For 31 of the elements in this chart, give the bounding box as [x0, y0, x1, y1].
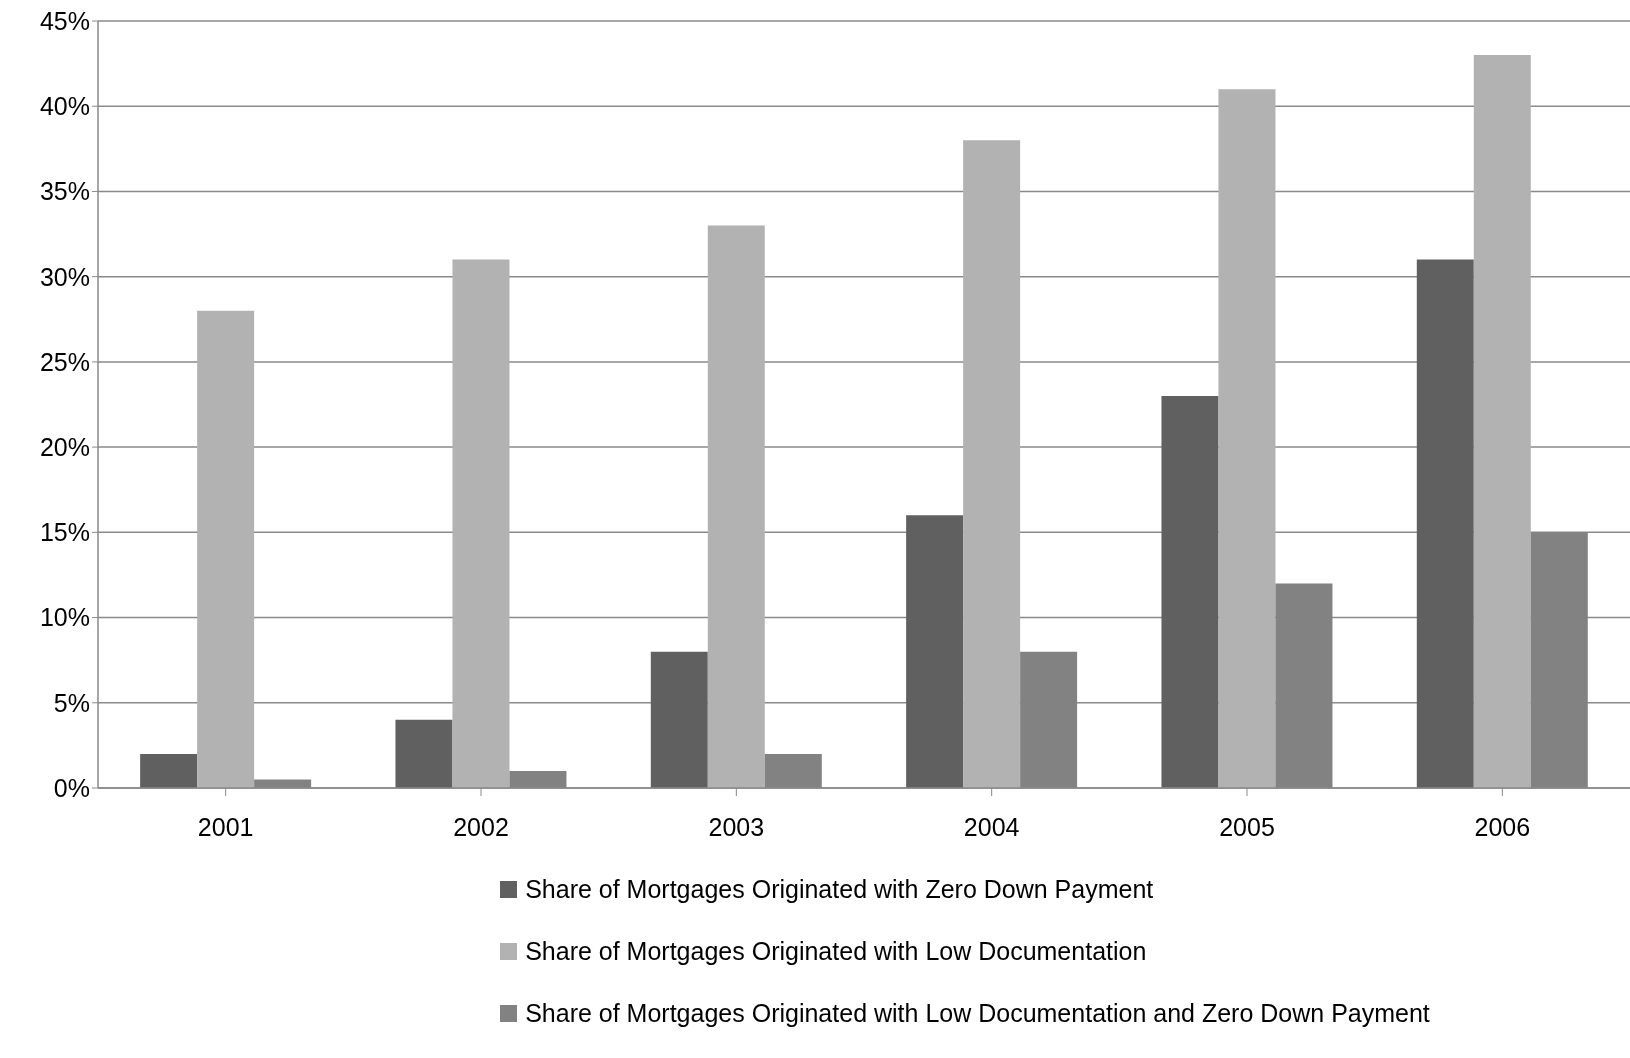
x-tick-label: 2004 — [963, 812, 1020, 841]
legend-label: Share of Mortgages Originated with Zero Down Payment — [525, 874, 1154, 904]
bar — [650, 651, 708, 788]
y-tick-label: 35% — [39, 177, 90, 206]
x-tick-label: 2001 — [197, 812, 254, 841]
y-tick-label: 30% — [39, 262, 90, 291]
bar — [140, 753, 198, 788]
x-tick-label: 2002 — [453, 812, 509, 841]
bar — [452, 259, 510, 788]
y-tick-label: 10% — [39, 603, 90, 632]
bar — [1473, 55, 1531, 788]
y-tick-label: 40% — [39, 92, 90, 121]
y-tick-label: 15% — [39, 518, 90, 547]
y-tick-label: 5% — [53, 688, 90, 717]
bar — [906, 515, 964, 788]
bar — [963, 140, 1021, 788]
y-tick-label: 0% — [53, 773, 90, 802]
y-tick-label: 20% — [39, 432, 90, 461]
bar — [1416, 259, 1474, 788]
bar — [395, 719, 453, 788]
bar — [707, 225, 765, 788]
legend-label: Share of Mortgages Originated with Low Documentation — [525, 936, 1147, 966]
legend-label: Share of Mortgages Originated with Low Documentation and Zero Down Payment — [525, 998, 1430, 1028]
bar — [1218, 89, 1276, 788]
y-tick-label: 45% — [39, 6, 90, 35]
bar — [197, 310, 255, 788]
bar — [1161, 395, 1219, 788]
y-tick-label: 25% — [39, 347, 90, 376]
x-tick-label: 2006 — [1474, 812, 1531, 841]
x-tick-label: 2003 — [708, 812, 765, 841]
x-tick-label: 2005 — [1219, 812, 1275, 841]
